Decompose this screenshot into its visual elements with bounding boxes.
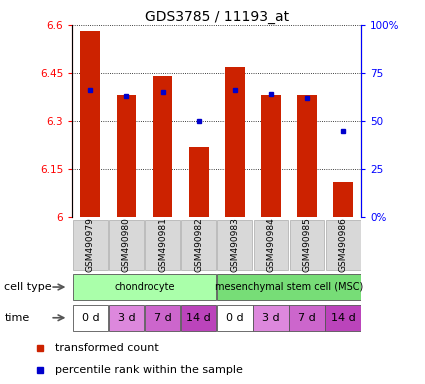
Text: cell type: cell type [4, 282, 52, 292]
Text: 0 d: 0 d [82, 313, 99, 323]
Bar [253, 305, 289, 331]
Title: GDS3785 / 11193_at: GDS3785 / 11193_at [144, 10, 289, 24]
Bar [73, 305, 108, 331]
Bar [73, 220, 108, 270]
Bar [189, 147, 209, 217]
Bar [326, 305, 361, 331]
Bar [181, 220, 216, 270]
Bar [181, 305, 216, 331]
Bar [333, 182, 353, 217]
Text: 0 d: 0 d [226, 313, 244, 323]
Text: GSM490982: GSM490982 [194, 217, 203, 272]
Bar [217, 274, 361, 300]
Bar [109, 220, 144, 270]
Text: time: time [4, 313, 29, 323]
Text: GSM490983: GSM490983 [230, 217, 239, 272]
Bar [145, 305, 180, 331]
Text: GSM490979: GSM490979 [86, 217, 95, 272]
Text: chondrocyte: chondrocyte [114, 282, 175, 292]
Text: GSM490986: GSM490986 [339, 217, 348, 272]
Bar [73, 274, 216, 300]
Text: GSM490985: GSM490985 [303, 217, 312, 272]
Bar [218, 220, 252, 270]
Text: percentile rank within the sample: percentile rank within the sample [54, 366, 243, 376]
Text: GSM490980: GSM490980 [122, 217, 131, 272]
Bar [145, 220, 180, 270]
Bar [80, 31, 100, 217]
Text: 7 d: 7 d [154, 313, 171, 323]
Text: 14 d: 14 d [331, 313, 356, 323]
Bar [297, 95, 317, 217]
Text: 3 d: 3 d [118, 313, 135, 323]
Bar [225, 66, 245, 217]
Bar [289, 305, 325, 331]
Text: GSM490984: GSM490984 [266, 217, 275, 272]
Text: 7 d: 7 d [298, 313, 316, 323]
Bar [254, 220, 288, 270]
Bar [116, 95, 136, 217]
Bar [153, 76, 173, 217]
Text: 14 d: 14 d [186, 313, 211, 323]
Bar [290, 220, 324, 270]
Text: 3 d: 3 d [262, 313, 280, 323]
Bar [326, 220, 360, 270]
Bar [109, 305, 144, 331]
Bar [261, 95, 281, 217]
Text: GSM490981: GSM490981 [158, 217, 167, 272]
Bar [217, 305, 252, 331]
Text: transformed count: transformed count [54, 343, 159, 353]
Text: mesenchymal stem cell (MSC): mesenchymal stem cell (MSC) [215, 282, 363, 292]
